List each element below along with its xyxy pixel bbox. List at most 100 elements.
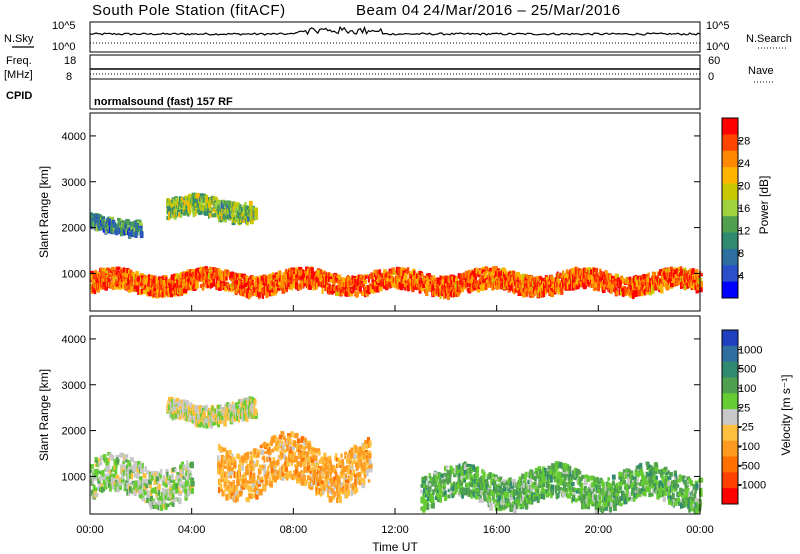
heatmap-cell (208, 266, 213, 270)
heatmap-cell (143, 489, 147, 496)
heatmap-cell (361, 282, 365, 288)
heatmap-cell (214, 202, 217, 209)
heatmap-cell (565, 269, 569, 273)
heatmap-cell (261, 449, 265, 455)
heatmap-cell (147, 493, 150, 498)
heatmap-cell (101, 469, 105, 477)
heatmap-cell (126, 489, 129, 496)
heatmap-cell (127, 459, 131, 464)
heatmap-cell (233, 471, 236, 478)
heatmap-cell (363, 471, 367, 477)
heatmap-cell (295, 469, 298, 474)
heatmap-cell (182, 464, 186, 469)
heatmap-cell (354, 276, 358, 280)
heatmap-cell (255, 286, 258, 291)
heatmap-cell (477, 282, 480, 287)
heatmap-cell (173, 209, 177, 214)
heatmap-cell (129, 469, 132, 477)
heatmap-cell (230, 459, 234, 466)
heatmap-cell (351, 283, 355, 288)
heatmap-cell (425, 289, 429, 296)
heatmap-cell (384, 270, 387, 274)
heatmap-cell (242, 219, 245, 223)
heatmap-cell (331, 468, 335, 473)
heatmap-cell (135, 280, 139, 286)
heatmap-cell (125, 469, 129, 476)
heatmap-cell (99, 461, 103, 465)
heatmap-cell (154, 290, 158, 295)
heatmap-cell (148, 478, 152, 485)
heatmap-cell (292, 283, 297, 289)
heatmap-cell (180, 469, 184, 475)
heatmap-cell (338, 489, 341, 496)
heatmap-cell (438, 282, 442, 289)
heatmap-cell (272, 436, 276, 444)
heatmap-cell (283, 453, 286, 461)
heatmap-cell (576, 284, 579, 289)
heatmap-cell (680, 282, 683, 289)
heatmap-cell (570, 278, 574, 285)
heatmap-cell (155, 277, 160, 284)
heatmap-cell (190, 488, 194, 494)
heatmap-cell (545, 276, 550, 281)
heatmap-cell (152, 292, 155, 297)
heatmap-cell (350, 472, 353, 478)
heatmap-cell (323, 452, 327, 457)
heatmap-cell (228, 471, 231, 479)
heatmap-cell (295, 465, 299, 472)
heatmap-cell (103, 483, 107, 488)
heatmap-cell (256, 484, 259, 489)
heatmap-cell (582, 272, 586, 279)
heatmap-cell (265, 291, 269, 298)
heatmap-cell (228, 451, 231, 459)
heatmap-cell (459, 277, 463, 284)
heatmap-cell (114, 283, 119, 290)
heatmap-cell (552, 277, 557, 282)
heatmap-cell (653, 271, 657, 278)
heatmap-cell (227, 200, 231, 206)
heatmap-cell (474, 277, 477, 285)
heatmap-cell (129, 221, 133, 227)
heatmap-cell (243, 472, 247, 479)
heatmap-cell (132, 468, 137, 473)
heatmap-cell (293, 439, 296, 446)
heatmap-cell (186, 465, 190, 471)
heatmap-cell (121, 231, 125, 235)
heatmap-cell (336, 457, 339, 462)
y-tick-label: 1000 (62, 268, 86, 280)
heatmap-cell (306, 451, 310, 458)
heatmap-cell (346, 489, 351, 496)
heatmap-cell (145, 483, 149, 488)
heatmap-cell (146, 470, 150, 475)
heatmap-cell (94, 476, 99, 481)
heatmap-cell (130, 472, 134, 480)
heatmap-cell (267, 447, 271, 452)
heatmap-cell (452, 280, 456, 285)
heatmap-cell (388, 274, 392, 280)
heatmap-cell (179, 271, 183, 279)
heatmap-cell (90, 469, 93, 473)
heatmap-cell (243, 456, 247, 462)
heatmap-cell (254, 216, 257, 221)
heatmap-cell (132, 220, 136, 227)
heatmap-cell (518, 283, 522, 289)
heatmap-cell (368, 454, 371, 459)
heatmap-cell (665, 284, 670, 291)
heatmap-cell (368, 468, 373, 473)
heatmap-cell (609, 274, 613, 281)
heatmap-cell (357, 472, 362, 478)
heatmap-cell (149, 495, 153, 502)
heatmap-cell (188, 272, 192, 280)
heatmap-cell (158, 276, 161, 281)
heatmap-cell (303, 272, 306, 279)
heatmap-cell (133, 473, 138, 478)
heatmap-cell (612, 280, 616, 285)
heatmap-cell (149, 503, 153, 510)
heatmap-cell (336, 475, 341, 481)
heatmap-cell (469, 283, 473, 289)
heatmap-cell (156, 476, 160, 482)
beam-label: Beam 04 (356, 2, 420, 19)
heatmap-cell (324, 271, 327, 275)
heatmap-cell (276, 445, 280, 452)
heatmap-cell (341, 469, 345, 476)
